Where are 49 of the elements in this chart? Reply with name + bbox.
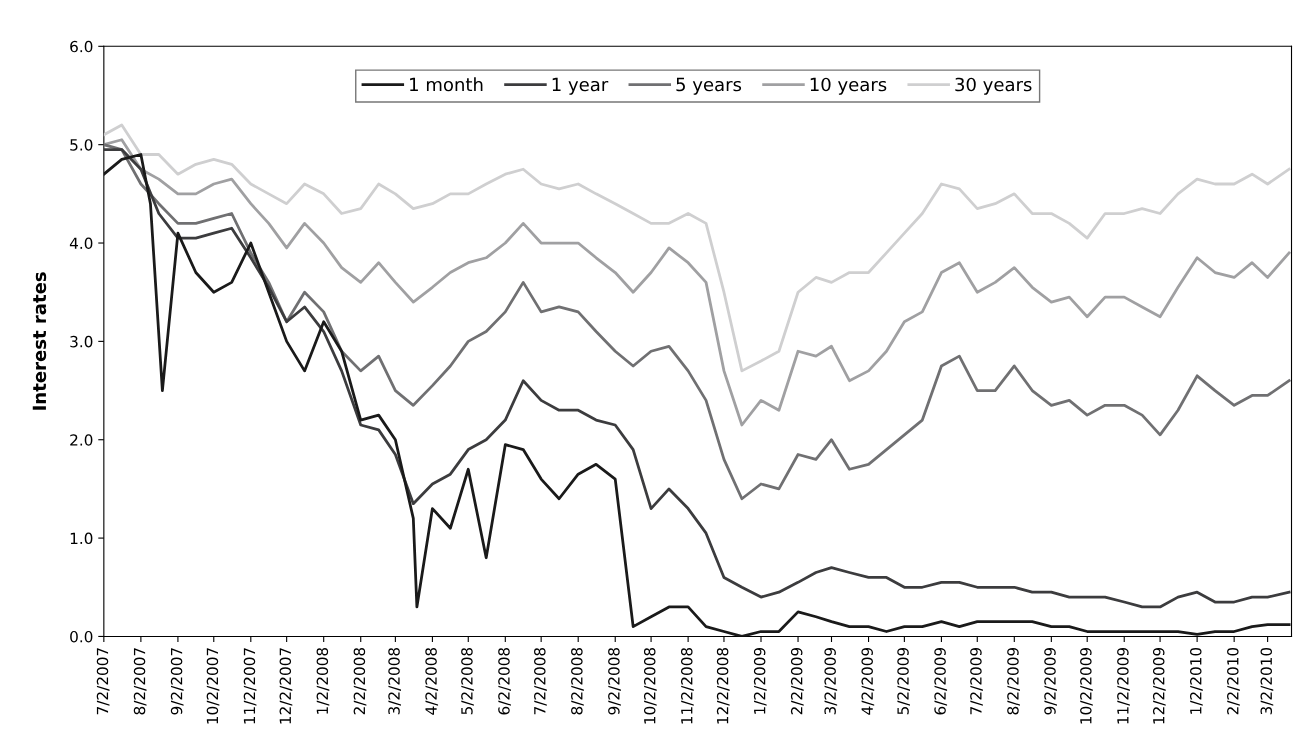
y-axis-title: Interest rates bbox=[32, 272, 47, 410]
x-tick-label: 12/2/2007 bbox=[279, 648, 293, 724]
line-series bbox=[103, 138, 1291, 427]
x-tick-label: 10/2/2007 bbox=[206, 648, 220, 724]
y-tick-label: 0.0 bbox=[70, 630, 93, 643]
x-tick-label: 3/2/2009 bbox=[824, 647, 838, 715]
x-tick-label: 1/2/2009 bbox=[753, 647, 767, 714]
x-tick-label: 1/2/2008 bbox=[316, 647, 330, 714]
x-tick-label: 11/2/2007 bbox=[243, 648, 257, 724]
x-tick-label: 11/2/2009 bbox=[1117, 647, 1130, 724]
y-tick-label: 5.0 bbox=[70, 139, 93, 151]
x-tick-label: 4/2/2008 bbox=[425, 647, 439, 715]
legend-label: 1 month bbox=[410, 77, 483, 92]
x-tick-label: 3/2/2010 bbox=[1260, 647, 1274, 715]
x-tick-label: 10/2/2009 bbox=[1080, 647, 1093, 724]
x-tick-label: 1/2/2010 bbox=[1189, 647, 1203, 714]
x-tick-label: 7/2/2009 bbox=[970, 647, 983, 715]
line-series bbox=[103, 123, 1291, 373]
y-tick-label: 4.0 bbox=[69, 237, 93, 250]
line-series bbox=[103, 143, 1291, 501]
legend-label: 1 year bbox=[552, 77, 609, 95]
x-tick-label: 9/2/2008 bbox=[608, 647, 621, 715]
x-tick-label: 2/2/2010 bbox=[1227, 647, 1240, 715]
x-tick-label: 2/2/2008 bbox=[353, 647, 367, 715]
x-tick-label: 10/2/2008 bbox=[643, 647, 657, 724]
x-tick-label: 9/2/2007 bbox=[170, 648, 184, 715]
x-tick-label: 6/2/2009 bbox=[934, 647, 948, 715]
legend-label: 10 years bbox=[810, 77, 887, 95]
x-tick-label: 2/2/2009 bbox=[790, 647, 804, 715]
x-tick-label: 9/2/2009 bbox=[1044, 647, 1057, 715]
legend-label: 30 years bbox=[955, 77, 1032, 95]
x-tick-label: 4/2/2009 bbox=[861, 647, 875, 715]
x-tick-label: 12/2/2008 bbox=[716, 647, 730, 724]
x-tick-label: 12/2/2009 bbox=[1152, 647, 1166, 724]
x-tick-label: 7/2/2008 bbox=[534, 647, 547, 715]
y-tick-label: 6.0 bbox=[70, 40, 93, 53]
y-tick-label: 3.0 bbox=[70, 335, 93, 348]
x-tick-label: 5/2/2008 bbox=[461, 647, 474, 715]
x-tick-label: 5/2/2009 bbox=[897, 647, 911, 715]
x-tick-label: 6/2/2008 bbox=[498, 647, 511, 715]
x-tick-label: 11/2/2008 bbox=[680, 647, 694, 724]
x-tick-label: 8/2/2008 bbox=[571, 647, 584, 715]
x-tick-label: 3/2/2008 bbox=[388, 647, 402, 715]
legend-label: 5 years bbox=[676, 77, 742, 95]
x-tick-label: 8/2/2009 bbox=[1007, 647, 1020, 715]
y-tick-label: 2.0 bbox=[70, 434, 93, 446]
x-tick-label: 7/2/2007 bbox=[96, 648, 110, 715]
y-tick-label: 1.0 bbox=[70, 532, 93, 545]
x-tick-label: 8/2/2007 bbox=[133, 648, 147, 715]
